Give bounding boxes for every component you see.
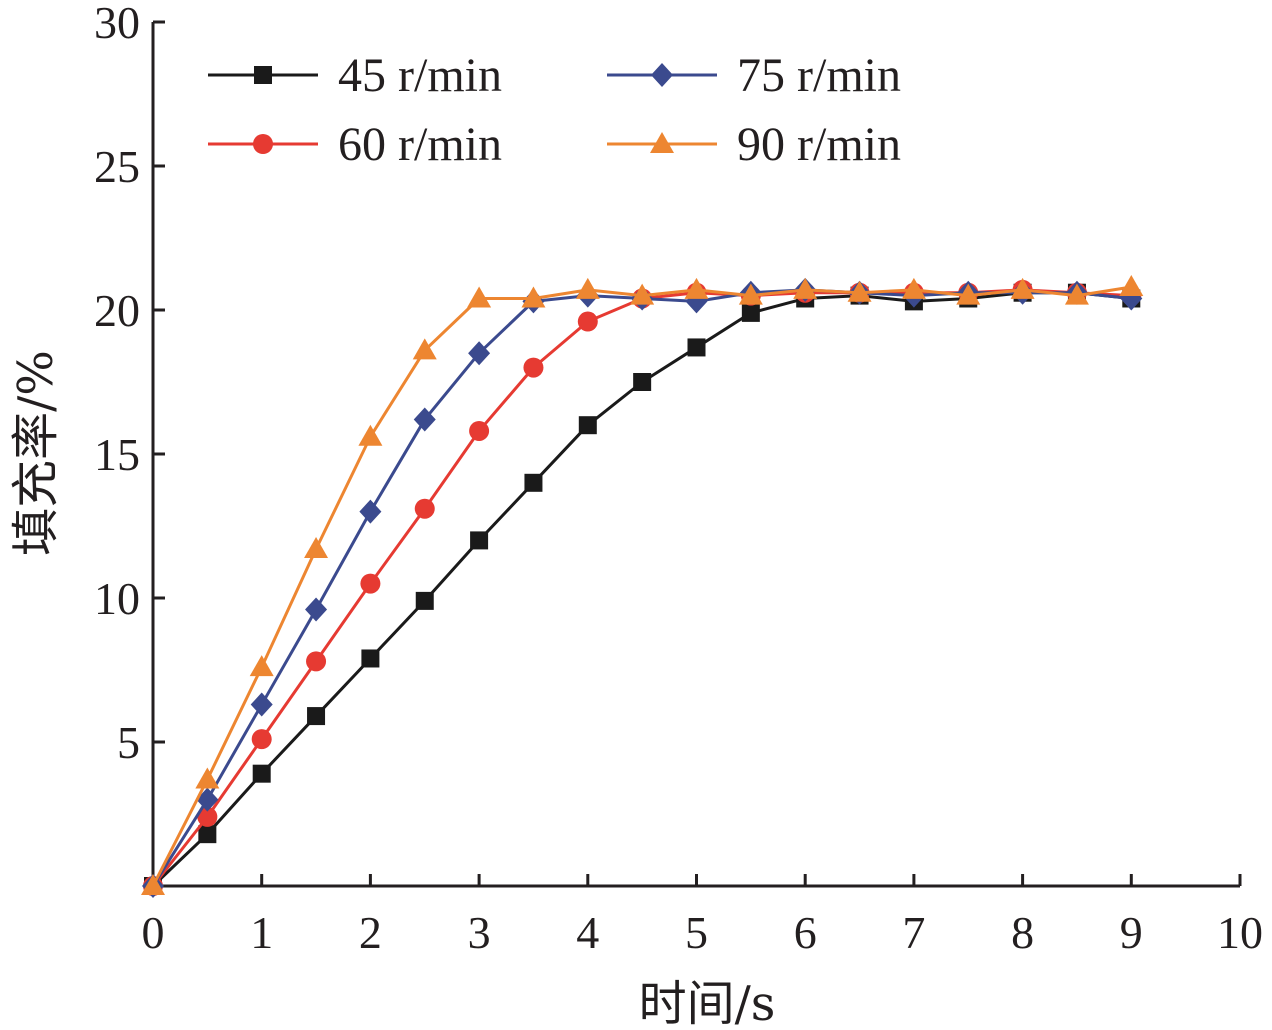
data-point (305, 597, 328, 622)
data-point (687, 338, 706, 357)
data-point (358, 424, 383, 446)
legend-label: 60 r/min (338, 118, 502, 171)
data-point (414, 498, 435, 519)
data-point (469, 420, 490, 441)
x-tick-label: 9 (1120, 907, 1143, 958)
data-point (307, 707, 326, 726)
legend-label: 90 r/min (737, 118, 901, 171)
y-tick-label: 5 (117, 717, 140, 768)
axes (151, 22, 1240, 888)
series-0 (144, 283, 1141, 895)
data-point (524, 473, 543, 492)
x-tick-label: 4 (576, 907, 599, 958)
data-point (847, 280, 872, 302)
data-point (249, 655, 274, 677)
x-tick-label: 8 (1011, 907, 1034, 958)
data-point (521, 286, 546, 308)
x-tick-label: 3 (468, 907, 491, 958)
data-point (141, 874, 165, 895)
legend-marker (650, 132, 674, 153)
data-point (252, 764, 271, 783)
data-point (523, 357, 544, 378)
data-point (468, 341, 491, 366)
x-tick-label: 5 (685, 907, 708, 958)
data-point (1119, 274, 1144, 296)
data-point (575, 277, 600, 299)
data-point (956, 283, 981, 305)
data-point (738, 283, 763, 305)
data-point (793, 277, 818, 299)
x-tick-label: 6 (794, 907, 817, 958)
y-tick-label: 25 (94, 141, 140, 192)
data-point (361, 649, 380, 668)
data-point (1064, 283, 1089, 305)
legend-label: 45 r/min (338, 49, 502, 102)
data-point (251, 729, 272, 750)
legend-marker (253, 134, 273, 154)
data-point (578, 416, 597, 435)
legend: 45 r/min 60 r/min 75 r/min 90 r/min (208, 49, 901, 171)
data-point (198, 825, 217, 844)
y-tick-label: 30 (94, 0, 140, 48)
y-axis-label: 填充率/% (8, 350, 64, 556)
data-point (304, 537, 329, 559)
data-point (360, 573, 381, 594)
x-tick-label: 2 (359, 907, 382, 958)
legend-item: 60 r/min (208, 118, 502, 171)
legend-marker (651, 63, 673, 87)
legend-label: 75 r/min (737, 49, 901, 102)
x-tick-label: 0 (142, 907, 165, 958)
y-tick-label: 10 (94, 573, 140, 624)
y-tick-label: 15 (94, 429, 140, 480)
legend-marker (254, 66, 272, 84)
data-point (470, 531, 489, 550)
data-point (196, 787, 219, 812)
data-point (633, 373, 652, 391)
series-1 (143, 279, 1142, 896)
data-point (577, 311, 598, 332)
data-point (413, 407, 436, 432)
data-point (412, 338, 437, 360)
x-tick-label: 1 (250, 907, 273, 958)
y-tick-label: 20 (94, 285, 140, 336)
data-point (741, 303, 760, 322)
data-point (901, 277, 926, 299)
x-axis-label: 时间/s (639, 976, 776, 1030)
data-point (195, 767, 220, 789)
x-tick-label: 10 (1217, 907, 1263, 958)
data-point (250, 692, 273, 717)
legend-item: 75 r/min (607, 49, 901, 102)
data-point (467, 286, 492, 308)
data-point (306, 651, 327, 672)
legend-item: 45 r/min (208, 49, 502, 102)
series (141, 274, 1144, 898)
data-point (415, 591, 434, 610)
data-point (197, 806, 218, 827)
ticks: 0 1 2 3 4 5 6 7 8 9 10 5 10 15 20 25 30 (94, 0, 1263, 958)
x-tick-label: 7 (902, 907, 925, 958)
data-point (684, 277, 709, 299)
legend-item: 90 r/min (607, 118, 901, 171)
data-point (630, 283, 655, 305)
data-point (359, 499, 382, 524)
series-3 (141, 274, 1144, 895)
data-point (1010, 277, 1035, 299)
series-2 (142, 277, 1143, 898)
